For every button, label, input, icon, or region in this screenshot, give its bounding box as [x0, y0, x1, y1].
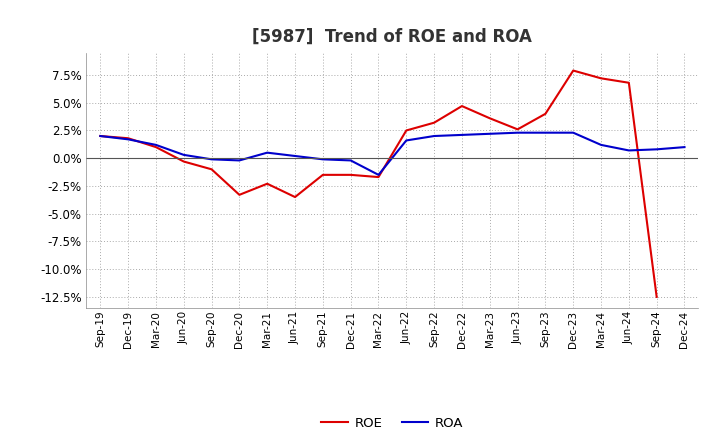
Line: ROA: ROA [100, 133, 685, 175]
ROA [513, 130, 522, 136]
ROA [291, 154, 300, 159]
ROE [207, 167, 216, 172]
ROA [541, 130, 550, 136]
ROE [124, 136, 132, 141]
ROA [569, 130, 577, 136]
ROA [318, 157, 327, 162]
ROE [346, 172, 355, 177]
ROE [624, 80, 633, 85]
Legend: ROE, ROA: ROE, ROA [316, 411, 469, 435]
ROE [652, 294, 661, 300]
ROA [597, 142, 606, 147]
ROE [374, 174, 383, 180]
ROE [318, 172, 327, 177]
ROA [458, 132, 467, 138]
ROA [624, 148, 633, 153]
ROE [458, 103, 467, 109]
Title: [5987]  Trend of ROE and ROA: [5987] Trend of ROE and ROA [253, 28, 532, 46]
Line: ROE: ROE [100, 70, 657, 297]
ROE [152, 144, 161, 150]
ROE [485, 116, 494, 121]
ROA [652, 147, 661, 152]
ROE [541, 111, 550, 117]
ROA [430, 133, 438, 139]
ROE [597, 76, 606, 81]
ROE [402, 128, 410, 133]
ROE [513, 127, 522, 132]
ROE [430, 120, 438, 125]
ROE [291, 194, 300, 200]
ROA [680, 144, 689, 150]
ROE [96, 133, 104, 139]
ROA [152, 142, 161, 147]
ROA [96, 133, 104, 139]
ROA [346, 158, 355, 163]
ROE [569, 68, 577, 73]
ROA [207, 157, 216, 162]
ROA [402, 138, 410, 143]
ROE [179, 159, 188, 164]
ROA [124, 137, 132, 142]
ROA [235, 158, 243, 163]
ROE [235, 192, 243, 198]
ROA [263, 150, 271, 155]
ROE [263, 181, 271, 187]
ROA [485, 131, 494, 136]
ROA [179, 152, 188, 158]
ROA [374, 172, 383, 177]
